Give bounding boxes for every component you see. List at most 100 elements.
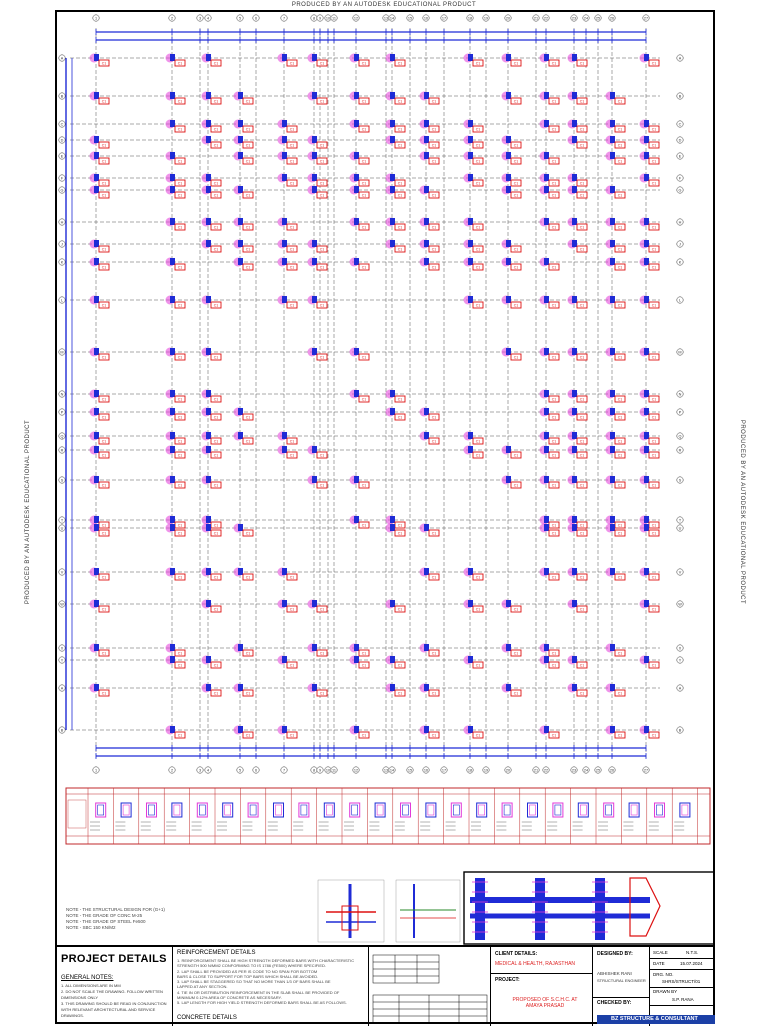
grid-bubble-label: 9 [319,17,321,21]
column-tag [174,481,186,489]
column-marker: C1 [463,655,484,669]
column-tag-label: C1 [362,182,367,186]
column-section [282,152,287,159]
grid-bubble-label: 18 [468,769,472,773]
column-tag-label: C1 [398,398,403,402]
column-section [468,152,473,159]
column-marker: C1 [201,475,222,489]
column-marker: C1 [463,431,484,445]
column-tag-label: C1 [398,664,403,668]
grid-bubble [676,218,684,226]
grid-bubble-label: N [61,393,64,397]
column-section [312,136,317,143]
column-section [610,348,615,355]
column-marker: C1 [605,643,626,657]
column-tag [394,179,406,187]
column-tag-label: C1 [432,266,437,270]
column-section [424,240,429,247]
column-tag [394,125,406,133]
column-tag [614,649,626,657]
grid-bubble-label: 11 [332,17,336,21]
column-tag [286,661,298,669]
column-tag [576,179,588,187]
column-marker: C1 [349,725,370,739]
grid-bubble [58,296,66,304]
grid-bubble [676,258,684,266]
column-section [644,296,649,303]
column-section [238,568,243,575]
column-section [572,348,577,355]
column-tag-label: C1 [290,128,295,132]
column-marker: C1 [233,185,254,199]
column-marker: C1 [605,407,626,421]
column-marker: C1 [639,119,660,133]
column-section [610,524,615,531]
column-marker: C1 [89,445,110,459]
grid-bubble-label: 24 [584,17,588,21]
column-tag [614,731,626,739]
note-line: NOTE - THE STRUCTURAL DESIGN FOR (G+1) [66,907,165,912]
column-section [610,684,615,691]
grid-bubble [58,600,66,608]
sheet-info-cell: SCALE N.T.S. DATE 15.07.2024 DRG. NO. SH… [650,947,715,1026]
column-tag [472,263,484,271]
column-tag [472,301,484,309]
column-marker: C1 [201,655,222,669]
column-tag [510,191,522,199]
column-tag-label: C1 [432,226,437,230]
column-marker: C1 [567,475,588,489]
note-line: NOTE - THE GRADE OF CONC M-25 [66,913,143,918]
column-tag-label: C1 [102,304,107,308]
designer-role: STRUCTURAL ENGINEER [597,978,646,983]
column-section [424,258,429,265]
column-marker: C1 [201,407,222,421]
column-marker: C1 [463,445,484,459]
column-marker: C1 [567,185,588,199]
grid-bubble [58,568,66,576]
column-tag-label: C1 [552,182,557,186]
column-tag-label: C1 [214,62,219,66]
column-tag-label: C1 [580,62,585,66]
column-marker: C1 [567,567,588,581]
column-tag [358,481,370,489]
column-marker: C1 [639,257,660,271]
column-section [644,446,649,453]
column-section [544,218,549,225]
column-tag-label: C1 [290,62,295,66]
column-section [170,476,175,483]
column-marker: C1 [419,239,440,253]
grid-bubble [252,766,260,774]
column-marker: C1 [307,599,328,613]
column-tag [428,97,440,105]
column-tag-label: C1 [290,664,295,668]
column-marker: C1 [89,567,110,581]
column-marker: C1 [419,725,440,739]
column-tag [648,141,660,149]
column-tag [548,529,560,537]
column-tag [242,731,254,739]
grid-bubble-label: P [679,411,682,415]
column-tag [286,605,298,613]
column-marker: C1 [567,683,588,697]
grid-bubble [196,14,204,22]
column-tag [174,301,186,309]
column-marker: C1 [419,119,440,133]
column-marker: C1 [501,185,522,199]
column-section [206,348,211,355]
column-marker: C1 [89,91,110,105]
column-marker: C1 [349,217,370,231]
column-tag [210,223,222,231]
grid-bubble [676,600,684,608]
column-marker: C1 [233,643,254,657]
column-section [544,296,549,303]
reinforcement-line: STRENGTH 500 N/MM2 CONFORMING TO IS 1786… [177,963,326,969]
column-tag-label: C1 [514,182,519,186]
grid-bubble-label: 13 [384,17,388,21]
column-section [238,408,243,415]
column-marker: C1 [89,431,110,445]
grid-bubble-label: H [61,221,64,225]
column-marker: C1 [419,135,440,149]
column-marker: C1 [539,407,560,421]
column-marker: C1 [385,119,406,133]
column-tag-label: C1 [214,194,219,198]
